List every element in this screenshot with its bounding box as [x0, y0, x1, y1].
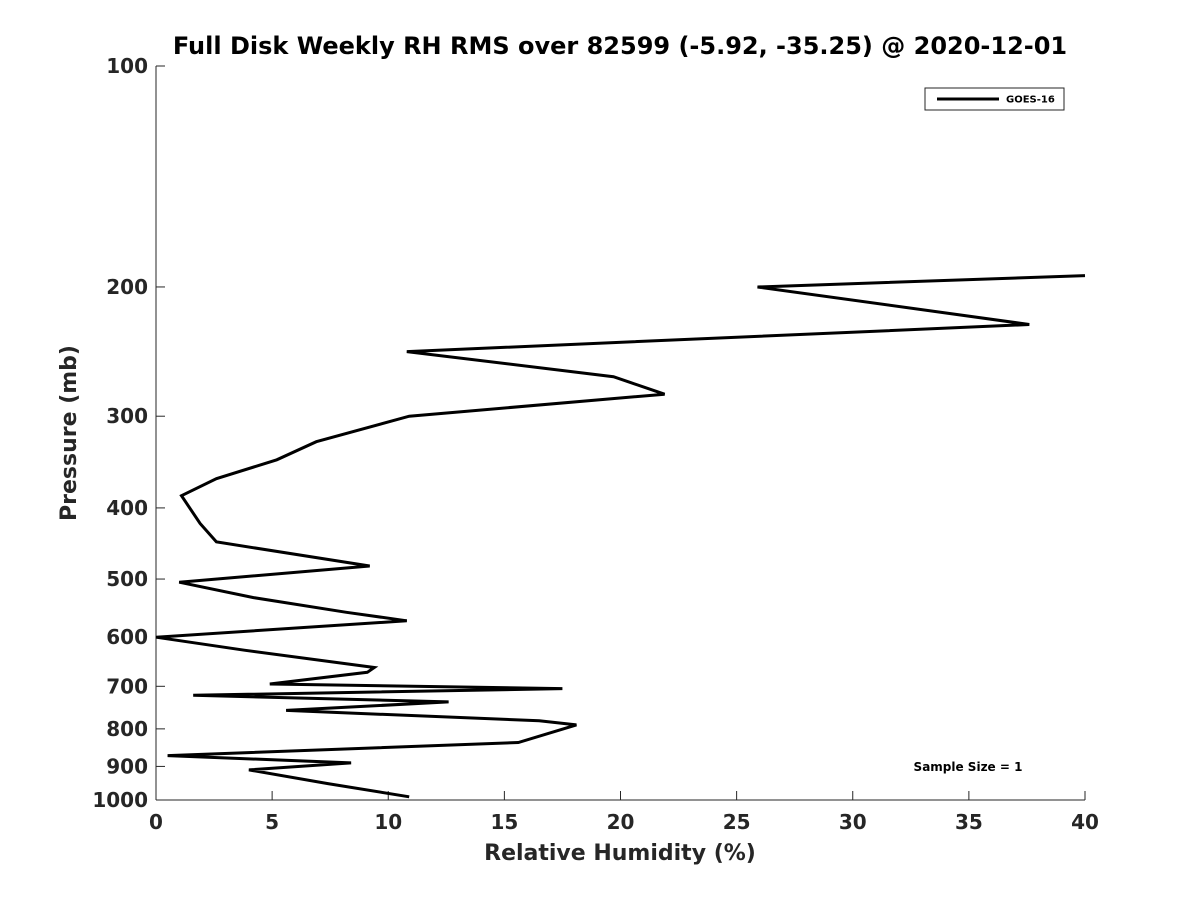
- y-tick-label: 600: [106, 625, 148, 649]
- y-axis-label: Pressure (mb): [57, 345, 82, 521]
- x-tick-label: 25: [723, 810, 751, 834]
- y-tick-label: 500: [106, 567, 148, 591]
- x-tick-label: 20: [607, 810, 635, 834]
- series-line-goes-16: [155, 274, 1086, 799]
- y-tick-label: 200: [106, 275, 148, 299]
- sample-size-annotation: Sample Size = 1: [914, 760, 1023, 774]
- y-tick-label: 700: [106, 674, 148, 698]
- y-tick-label: 400: [106, 496, 148, 520]
- x-tick-label: 40: [1071, 810, 1099, 834]
- x-axis-ticks: 0 5 10 15 20 25 30 35 40: [149, 791, 1099, 834]
- x-tick-label: 35: [955, 810, 983, 834]
- y-tick-label: 300: [106, 404, 148, 428]
- series-layer: [155, 274, 1086, 799]
- x-tick-label: 0: [149, 810, 163, 834]
- y-tick-label: 100: [106, 54, 148, 78]
- legend: GOES-16: [924, 87, 1065, 111]
- x-tick-label: 30: [839, 810, 867, 834]
- chart-title: Full Disk Weekly RH RMS over 82599 (-5.9…: [173, 32, 1067, 60]
- y-tick-label: 1000: [92, 788, 148, 812]
- y-axis-ticks: 100 200 300 400 500 600 700 800 900 1000: [92, 54, 165, 812]
- y-tick-label: 900: [106, 754, 148, 778]
- y-tick-label: 800: [106, 717, 148, 741]
- x-tick-label: 5: [265, 810, 279, 834]
- plot-area: 0 5 10 15 20 25 30 35 40 100 200 300 400 500 600 700 80…: [92, 54, 1099, 834]
- legend-entry-goes-16: GOES-16: [1006, 95, 1055, 106]
- x-tick-label: 10: [374, 810, 402, 834]
- x-tick-label: 15: [490, 810, 518, 834]
- x-axis-label: Relative Humidity (%): [484, 841, 756, 866]
